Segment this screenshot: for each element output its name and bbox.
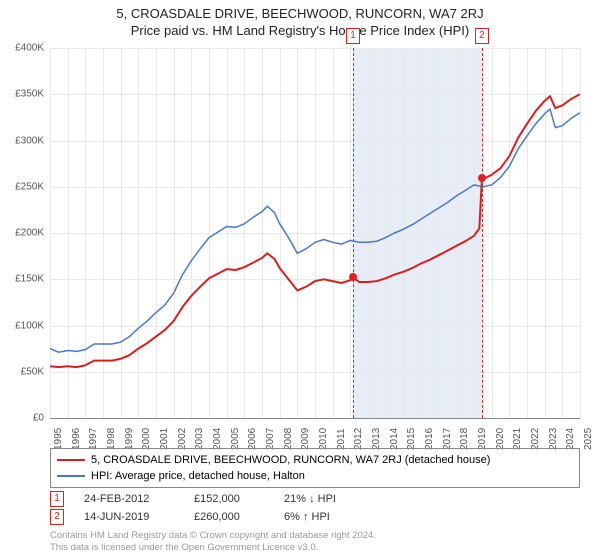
sale-date-1: 24-FEB-2012 (84, 493, 194, 505)
legend-row-hpi: HPI: Average price, detached house, Halt… (57, 468, 573, 484)
legend-label-hpi: HPI: Average price, detached house, Halt… (91, 470, 305, 482)
sale-point-2 (478, 174, 486, 182)
x-axis-label: 2016 (424, 428, 435, 450)
x-axis-label: 2008 (283, 428, 294, 450)
sale-date-2: 14-JUN-2019 (84, 511, 194, 523)
x-axis-label: 2001 (159, 428, 170, 450)
sale-marker-2: 2 (50, 509, 64, 525)
y-axis-label: £100K (4, 320, 44, 331)
x-axis-label: 1996 (71, 428, 82, 450)
legend: 5, CROASDALE DRIVE, BEECHWOOD, RUNCORN, … (50, 448, 580, 488)
y-axis-label: £350K (4, 89, 44, 100)
chart-area: 12 (50, 48, 580, 418)
x-axis-label: 2006 (247, 428, 258, 450)
x-axis-label: 1998 (106, 428, 117, 450)
sale-price-2: £260,000 (194, 511, 284, 523)
series-hpi (50, 109, 580, 352)
x-axis-label: 2017 (442, 428, 453, 450)
footnote-line1: Contains HM Land Registry data © Crown c… (50, 530, 376, 542)
y-axis-label: £300K (4, 135, 44, 146)
footnote-line2: This data is licensed under the Open Gov… (50, 542, 376, 554)
sale-diff-1: 21% ↓ HPI (284, 493, 384, 505)
x-axis-label: 2018 (459, 428, 470, 450)
x-axis-label: 2021 (512, 428, 523, 450)
sale-price-1: £152,000 (194, 493, 284, 505)
x-axis-label: 2003 (194, 428, 205, 450)
sale-diff-2: 6% ↑ HPI (284, 511, 384, 523)
sale-marker-1: 1 (50, 491, 64, 507)
x-axis-label: 2023 (548, 428, 559, 450)
x-axis-label: 2022 (530, 428, 541, 450)
x-axis-label: 2004 (212, 428, 223, 450)
y-axis-label: £400K (4, 43, 44, 54)
chart-subtitle: Price paid vs. HM Land Registry's House … (0, 23, 600, 38)
x-axis-label: 2015 (406, 428, 417, 450)
marker-box-1: 1 (346, 28, 360, 44)
x-axis-label: 2014 (389, 428, 400, 450)
x-axis-label: 1997 (88, 428, 99, 450)
x-axis-label: 1999 (124, 428, 135, 450)
x-axis-label: 2007 (265, 428, 276, 450)
chart-title: 5, CROASDALE DRIVE, BEECHWOOD, RUNCORN, … (0, 6, 600, 21)
table-row: 1 24-FEB-2012 £152,000 21% ↓ HPI (50, 490, 384, 508)
x-axis-label: 2020 (495, 428, 506, 450)
y-axis-label: £150K (4, 274, 44, 285)
legend-swatch-property (57, 459, 85, 461)
x-axis-label: 2024 (565, 428, 576, 450)
x-axis-label: 2000 (141, 428, 152, 450)
legend-label-property: 5, CROASDALE DRIVE, BEECHWOOD, RUNCORN, … (91, 454, 490, 466)
x-axis-label: 2010 (318, 428, 329, 450)
x-axis-label: 2005 (230, 428, 241, 450)
table-row: 2 14-JUN-2019 £260,000 6% ↑ HPI (50, 508, 384, 526)
vgridline (580, 48, 581, 418)
y-axis-label: £50K (4, 366, 44, 377)
legend-swatch-hpi (57, 475, 85, 477)
x-axis-label: 2002 (177, 428, 188, 450)
y-axis-label: £250K (4, 181, 44, 192)
x-axis-label: 2011 (336, 428, 347, 450)
series-property (50, 94, 580, 367)
footnote: Contains HM Land Registry data © Crown c… (50, 530, 376, 554)
sales-table: 1 24-FEB-2012 £152,000 21% ↓ HPI 2 14-JU… (50, 490, 384, 526)
y-axis-label: £200K (4, 228, 44, 239)
y-axis-label: £0 (4, 413, 44, 424)
x-axis-label: 2012 (353, 428, 364, 450)
legend-row-property: 5, CROASDALE DRIVE, BEECHWOOD, RUNCORN, … (57, 452, 573, 468)
sale-point-1 (349, 273, 357, 281)
x-axis-label: 2013 (371, 428, 382, 450)
x-axis-label: 2009 (300, 428, 311, 450)
x-axis-label: 2019 (477, 428, 488, 450)
marker-box-2: 2 (475, 28, 489, 44)
title-block: 5, CROASDALE DRIVE, BEECHWOOD, RUNCORN, … (0, 0, 600, 38)
x-axis-label: 1995 (53, 428, 64, 450)
x-axis-label: 2025 (583, 428, 594, 450)
x-axis-line (50, 418, 580, 419)
chart-plot (50, 48, 580, 418)
